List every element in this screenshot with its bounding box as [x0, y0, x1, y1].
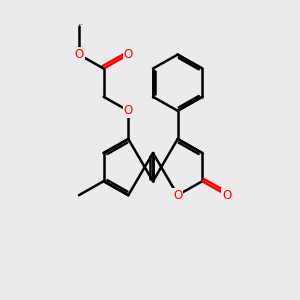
Text: O: O [124, 104, 133, 117]
Text: O: O [173, 189, 182, 202]
Text: O: O [124, 48, 133, 61]
Text: O: O [74, 48, 84, 61]
Text: methyl: methyl [79, 24, 84, 25]
Text: O: O [222, 189, 232, 202]
